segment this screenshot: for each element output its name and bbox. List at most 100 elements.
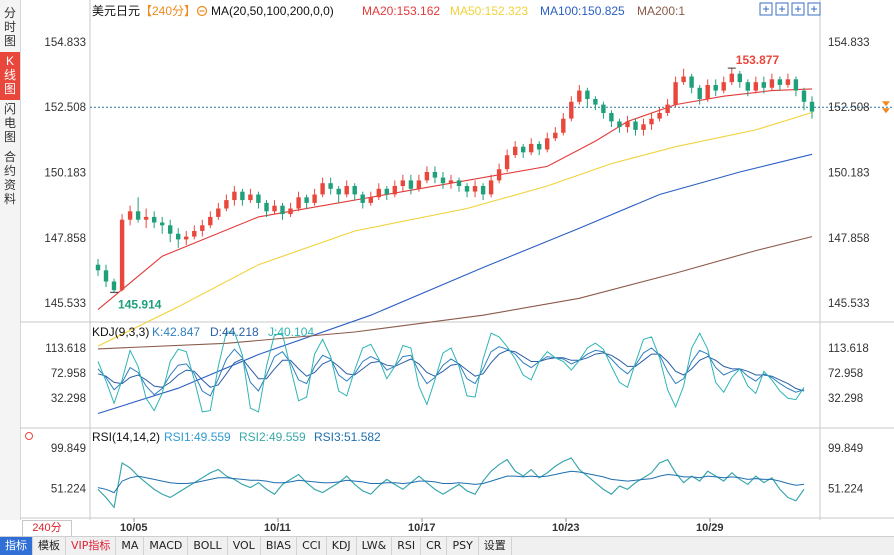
rsi-legend-rsi1: RSI1:49.559: [164, 430, 231, 444]
toolbar-btn-macd-4[interactable]: MACD: [144, 537, 189, 555]
candle-4: [127, 205, 133, 226]
date-label-1: 10/11: [264, 522, 291, 534]
candle-body-6: [143, 216, 149, 220]
candle-46: [464, 183, 470, 198]
legend-period: 【240分】: [140, 4, 196, 18]
candle-body-16: [224, 200, 229, 209]
candle-0: [95, 259, 101, 276]
candle-body-20: [256, 194, 261, 203]
candle-body-31: [344, 186, 349, 195]
candle-body-47: [472, 186, 478, 192]
toolbar-btn-cr-12[interactable]: CR: [421, 537, 448, 555]
candle-23: [280, 202, 285, 220]
candle-49: [488, 174, 494, 198]
ma50-line: [97, 111, 813, 347]
candle-21: [264, 200, 269, 217]
toolbar-btn--1[interactable]: 模板: [33, 537, 66, 555]
candle-51: [504, 149, 510, 172]
candle-body-65: [617, 121, 622, 128]
candle-39: [408, 174, 414, 195]
toolbar-btn--14[interactable]: 设置: [479, 537, 512, 555]
toolbar-btn-boll-5[interactable]: BOLL: [188, 537, 228, 555]
toolbar-btn-vip-2[interactable]: VIP指标: [66, 537, 117, 555]
candle-body-14: [208, 216, 213, 226]
candle-55: [537, 141, 542, 156]
period-selector[interactable]: 240分: [22, 520, 72, 537]
candle-body-11: [184, 236, 189, 240]
candle-body-15: [216, 208, 221, 217]
candle-3: [119, 214, 125, 292]
toolbar-btn-bias-7[interactable]: BIAS: [261, 537, 298, 555]
candle-34: [368, 191, 373, 206]
toolbar-btn--0[interactable]: 指标: [0, 537, 33, 555]
candle-body-41: [424, 172, 430, 181]
candle-body-3: [119, 219, 125, 290]
kdj-tick-right-1: 72.958: [828, 368, 863, 380]
oscillator-layer: [97, 331, 805, 509]
candle-body-82: [753, 82, 758, 91]
candle-body-25: [296, 197, 301, 209]
toolbar-btn-rsi-11[interactable]: RSI: [392, 537, 422, 555]
price-tick-right-3: 147.858: [828, 233, 870, 245]
candle-body-21: [264, 202, 269, 212]
toolbar-btn-ma-3[interactable]: MA: [116, 537, 145, 555]
candle-32: [352, 183, 357, 201]
rail-tab-2[interactable]: 闪电图: [3, 102, 16, 144]
toolbar-btn-kdj-9[interactable]: KDJ: [327, 537, 357, 555]
candle-body-4: [127, 211, 133, 220]
candle-body-19: [248, 194, 253, 201]
candle-72: [673, 76, 678, 108]
candle-89: [809, 96, 815, 119]
kdj-tick-left-0: 113.618: [45, 343, 86, 355]
candle-71: [665, 99, 670, 116]
rsi3-line: [97, 470, 805, 494]
kdj-tick-right-2: 32.298: [828, 393, 863, 405]
candles-layer: [95, 68, 815, 293]
rail-tab-0[interactable]: 分时图: [3, 6, 16, 48]
candle-50: [496, 163, 502, 184]
candle-36: [384, 186, 389, 201]
candle-25: [296, 191, 301, 212]
candle-37: [392, 180, 397, 198]
candle-17: [232, 186, 237, 206]
price-tick-left-1: 152.508: [44, 102, 86, 114]
candle-12: [192, 225, 197, 240]
toolbar-btn-vol-6[interactable]: VOL: [228, 537, 261, 555]
kdj-k-line: [97, 346, 805, 397]
date-label-0: 10/05: [120, 522, 148, 534]
price-tick-left-0: 154.833: [44, 37, 86, 49]
candle-60: [577, 84, 582, 105]
legend-ma-params: MA(20,50,100,200,0,0): [211, 4, 334, 18]
candle-body-63: [601, 104, 606, 113]
date-label-2: 10/17: [408, 522, 436, 534]
price-tick-right-2: 150.183: [828, 167, 870, 179]
candle-74: [689, 73, 694, 94]
candle-78: [721, 76, 726, 94]
kdj-j-line: [97, 331, 805, 413]
toolbar-btn-lw-10[interactable]: LW&: [357, 537, 393, 555]
candle-19: [248, 188, 253, 203]
candle-body-89: [809, 101, 815, 112]
date-label-3: 10/23: [552, 522, 580, 534]
candle-body-75: [697, 87, 702, 99]
candle-58: [561, 113, 566, 136]
candle-68: [641, 118, 646, 136]
price-tick-left-2: 150.183: [44, 167, 86, 179]
toolbar-btn-cci-8[interactable]: CCI: [297, 537, 327, 555]
rail-tab-3[interactable]: 合约资料: [3, 150, 16, 206]
toolbar-btn-psy-13[interactable]: PSY: [447, 537, 479, 555]
candle-body-71: [665, 104, 670, 113]
candle-38: [400, 174, 405, 192]
candle-body-51: [504, 155, 510, 170]
candle-body-7: [152, 216, 157, 223]
candle-body-84: [769, 79, 775, 88]
candle-body-73: [681, 76, 686, 83]
candle-9: [168, 219, 173, 243]
date-label-4: 10/29: [696, 522, 724, 534]
candle-body-61: [585, 90, 590, 99]
candle-body-79: [729, 73, 734, 83]
candle-body-59: [569, 101, 574, 119]
candle-65: [617, 118, 622, 133]
candle-24: [288, 202, 293, 217]
